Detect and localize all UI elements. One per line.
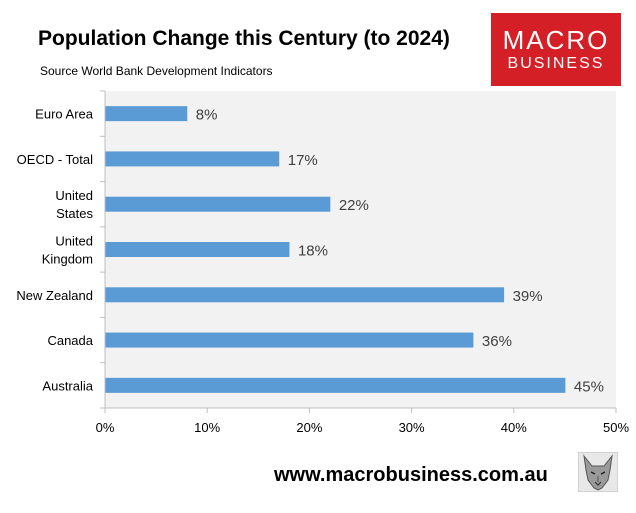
x-tick-label: 30% (399, 420, 425, 435)
bar (105, 242, 290, 257)
data-label: 18% (298, 243, 328, 260)
logo-line-2: BUSINESS (507, 55, 605, 72)
macrobusiness-logo: MACRO BUSINESS (491, 13, 621, 86)
bar (105, 377, 566, 393)
footer-url: www.macrobusiness.com.au (274, 464, 548, 486)
category-label: Canada (47, 333, 93, 348)
x-tick-label: 20% (296, 420, 322, 435)
bar (105, 151, 280, 167)
data-label: 45% (574, 378, 604, 395)
x-tick-label: 40% (501, 420, 527, 435)
bar (105, 106, 188, 122)
chart-subtitle: Source World Bank Development Indicators (40, 64, 273, 78)
category-label: States (56, 206, 93, 221)
data-label: 36% (482, 333, 512, 350)
bar (105, 332, 474, 348)
x-tick-label: 50% (603, 420, 629, 435)
category-label: United (55, 188, 93, 203)
data-label: 17% (288, 152, 318, 169)
category-label: Australia (42, 378, 93, 393)
category-label: Euro Area (35, 107, 94, 122)
data-label: 8% (196, 107, 218, 124)
category-label: New Zealand (16, 288, 93, 303)
wolf-logo-icon (578, 452, 618, 492)
bar (105, 196, 331, 212)
category-label: United (55, 234, 93, 249)
x-tick-label: 10% (194, 420, 220, 435)
category-label: Kingdom (42, 252, 93, 267)
x-tick-label: 0% (96, 420, 115, 435)
category-label: OECD - Total (17, 152, 93, 167)
data-label: 39% (513, 288, 543, 305)
logo-line-1: MACRO (502, 25, 610, 55)
data-label: 22% (339, 197, 369, 214)
bar (105, 287, 505, 303)
chart-title: Population Change this Century (to 2024) (38, 27, 450, 50)
